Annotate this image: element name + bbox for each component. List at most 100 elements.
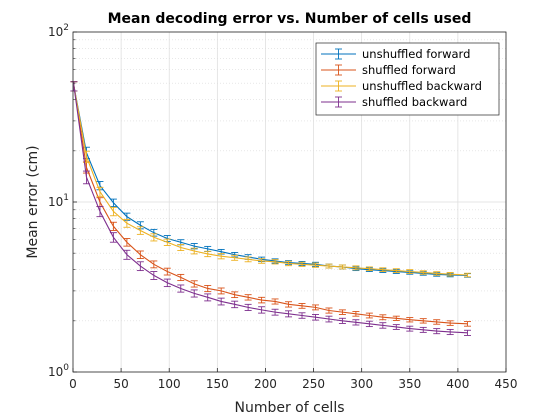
error-bar bbox=[217, 297, 225, 306]
error-bar bbox=[446, 320, 454, 326]
series-shuffled-backward bbox=[70, 81, 472, 336]
error-bar bbox=[150, 260, 158, 269]
x-tick-label: 250 bbox=[302, 377, 325, 391]
series-line bbox=[73, 86, 468, 276]
error-bar bbox=[419, 326, 427, 333]
legend-label: shuffled backward bbox=[362, 95, 467, 109]
y-axis-label: Mean error (cm) bbox=[25, 145, 41, 258]
error-bar bbox=[392, 324, 400, 330]
error-bar bbox=[338, 264, 346, 270]
y-tick-label: 101 bbox=[48, 193, 69, 209]
error-bar bbox=[109, 232, 117, 243]
legend-label: unshuffled backward bbox=[362, 79, 482, 93]
legend: unshuffled forward shuffled forward unshuf… bbox=[315, 42, 500, 116]
series-shuffled-forward bbox=[70, 81, 472, 327]
x-tick-label: 150 bbox=[206, 377, 229, 391]
legend-entry: shuffled backward bbox=[321, 95, 467, 109]
error-bar bbox=[258, 258, 266, 264]
error-bar bbox=[136, 261, 144, 272]
error-bar bbox=[177, 273, 185, 282]
x-tick-label: 400 bbox=[446, 377, 469, 391]
legend-entry: unshuffled forward bbox=[321, 47, 470, 61]
error-bar bbox=[406, 317, 414, 323]
error-bar bbox=[271, 298, 279, 305]
error-bar bbox=[150, 233, 158, 242]
error-bar bbox=[392, 315, 400, 321]
error-bar bbox=[244, 294, 252, 301]
error-bar bbox=[109, 221, 117, 231]
error-bar bbox=[136, 250, 144, 259]
error-bar bbox=[379, 314, 387, 321]
error-bar bbox=[231, 254, 239, 261]
error-bar bbox=[177, 284, 185, 293]
error-bar bbox=[231, 300, 239, 309]
y-tick-label: 102 bbox=[48, 23, 69, 39]
error-bar bbox=[177, 244, 185, 252]
error-bar bbox=[298, 303, 306, 309]
legend-label: unshuffled forward bbox=[362, 47, 470, 61]
error-bar bbox=[419, 318, 427, 324]
error-bar bbox=[446, 328, 454, 336]
error-bar bbox=[325, 307, 333, 314]
x-tick-label: 0 bbox=[69, 377, 77, 391]
error-bar bbox=[163, 278, 171, 288]
error-bar bbox=[338, 317, 346, 324]
error-bar bbox=[190, 247, 198, 255]
error-bar bbox=[433, 319, 441, 325]
legend-entry: unshuffled backward bbox=[321, 79, 482, 93]
x-tick-label: 350 bbox=[398, 377, 421, 391]
error-bar bbox=[244, 303, 252, 311]
error-bar bbox=[298, 261, 306, 267]
error-bar bbox=[379, 322, 387, 329]
error-bar bbox=[406, 325, 414, 332]
x-axis-label: Number of cells bbox=[234, 400, 344, 416]
error-bar bbox=[464, 272, 472, 278]
error-bar bbox=[123, 249, 131, 260]
error-bar bbox=[204, 250, 212, 258]
error-bar bbox=[379, 267, 387, 272]
error-bar bbox=[433, 328, 441, 335]
error-bar bbox=[123, 218, 131, 228]
error-bar bbox=[365, 312, 373, 319]
error-bar bbox=[419, 270, 427, 275]
error-bar bbox=[464, 329, 472, 336]
error-bar bbox=[217, 253, 225, 260]
error-bar bbox=[406, 269, 414, 274]
error-bar bbox=[311, 314, 319, 321]
error-bar bbox=[163, 238, 171, 246]
series-line bbox=[73, 86, 468, 334]
series-line bbox=[73, 86, 468, 325]
series-line bbox=[73, 86, 468, 276]
error-bar bbox=[433, 271, 441, 276]
error-bar bbox=[258, 306, 266, 314]
error-bar bbox=[285, 310, 293, 318]
error-bar bbox=[136, 226, 144, 235]
legend-label: shuffled forward bbox=[362, 63, 456, 77]
error-bar bbox=[217, 287, 225, 295]
error-bar bbox=[150, 271, 158, 280]
error-bar bbox=[311, 304, 319, 311]
error-bar bbox=[365, 266, 373, 272]
error-bar bbox=[96, 206, 104, 218]
error-bar bbox=[109, 198, 117, 208]
error-bar bbox=[190, 289, 198, 298]
legend-box bbox=[315, 42, 500, 116]
error-bar bbox=[285, 301, 293, 308]
error-bar bbox=[298, 312, 306, 319]
error-bar bbox=[190, 280, 198, 288]
y-tick-label: 100 bbox=[48, 363, 69, 379]
series-layer bbox=[70, 81, 472, 336]
error-bar bbox=[204, 284, 212, 293]
error-bar bbox=[464, 321, 472, 327]
x-tick-label: 450 bbox=[495, 377, 518, 391]
error-bar bbox=[82, 170, 90, 185]
error-bar bbox=[258, 296, 266, 304]
error-bar bbox=[231, 291, 239, 299]
error-bar bbox=[325, 315, 333, 323]
error-bar bbox=[163, 267, 171, 276]
error-bar bbox=[446, 272, 454, 277]
error-bar bbox=[338, 309, 346, 315]
error-bar bbox=[204, 293, 212, 302]
error-bar bbox=[352, 311, 360, 317]
ticks: 0 50 100 150 200 250 300 350 400 450 100 101 102 bbox=[48, 23, 517, 391]
